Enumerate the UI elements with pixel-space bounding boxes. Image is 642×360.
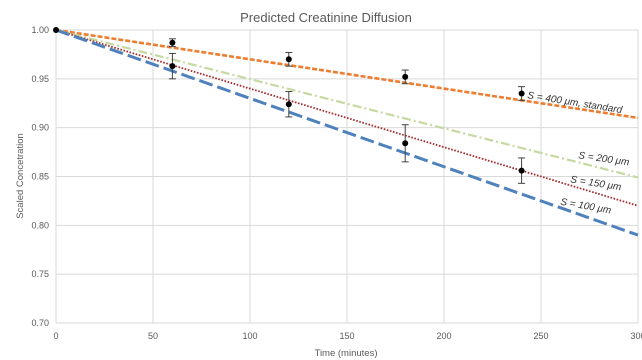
- data-point: [53, 27, 59, 33]
- data-points: [53, 27, 526, 184]
- data-point: [285, 56, 292, 63]
- series-line-3: [55, 28, 639, 237]
- data-point: [285, 101, 292, 108]
- data-point: [518, 167, 525, 174]
- y-tick-label: 0.85: [31, 172, 49, 182]
- series-line-2: [55, 29, 639, 207]
- y-tick-label: 0.90: [31, 123, 49, 133]
- y-tick-label: 0.80: [31, 220, 49, 230]
- x-tick-labels: 0 50 100 150 200 250 300: [53, 331, 642, 341]
- y-tick-label: 0.70: [31, 318, 49, 328]
- series-line-0: [55, 28, 639, 120]
- data-point: [169, 39, 176, 46]
- y-tick-label: 0.75: [31, 269, 49, 279]
- data-point: [402, 73, 409, 80]
- x-tick-label: 0: [53, 331, 58, 341]
- curve-label-2: S = 150 μm: [570, 174, 622, 193]
- y-tick-label: 1.00: [31, 25, 49, 35]
- x-tick-label: 50: [148, 331, 158, 341]
- y-tick-labels: 0.70 0.75 0.80 0.85 0.90 0.95 1.00: [31, 25, 49, 328]
- x-tick-label: 150: [339, 331, 354, 341]
- x-tick-label: 100: [242, 331, 257, 341]
- y-axis-label: Scaled Concetration: [15, 133, 26, 219]
- x-tick-label: 300: [630, 331, 642, 341]
- y-tick-label: 0.95: [31, 74, 49, 84]
- x-tick-label: 250: [533, 331, 548, 341]
- series-lines: [55, 28, 639, 237]
- data-point: [169, 63, 176, 70]
- x-axis-label: Time (minutes): [315, 348, 378, 359]
- chart-title: Predicted Creatinine Diffusion: [240, 10, 412, 25]
- data-point: [402, 140, 409, 147]
- curve-label-1: S = 200 μm: [578, 150, 630, 168]
- x-tick-label: 200: [436, 331, 451, 341]
- data-point: [518, 90, 525, 97]
- series-line-1: [55, 28, 639, 179]
- curve-label-3: S = 100 μm: [559, 197, 611, 217]
